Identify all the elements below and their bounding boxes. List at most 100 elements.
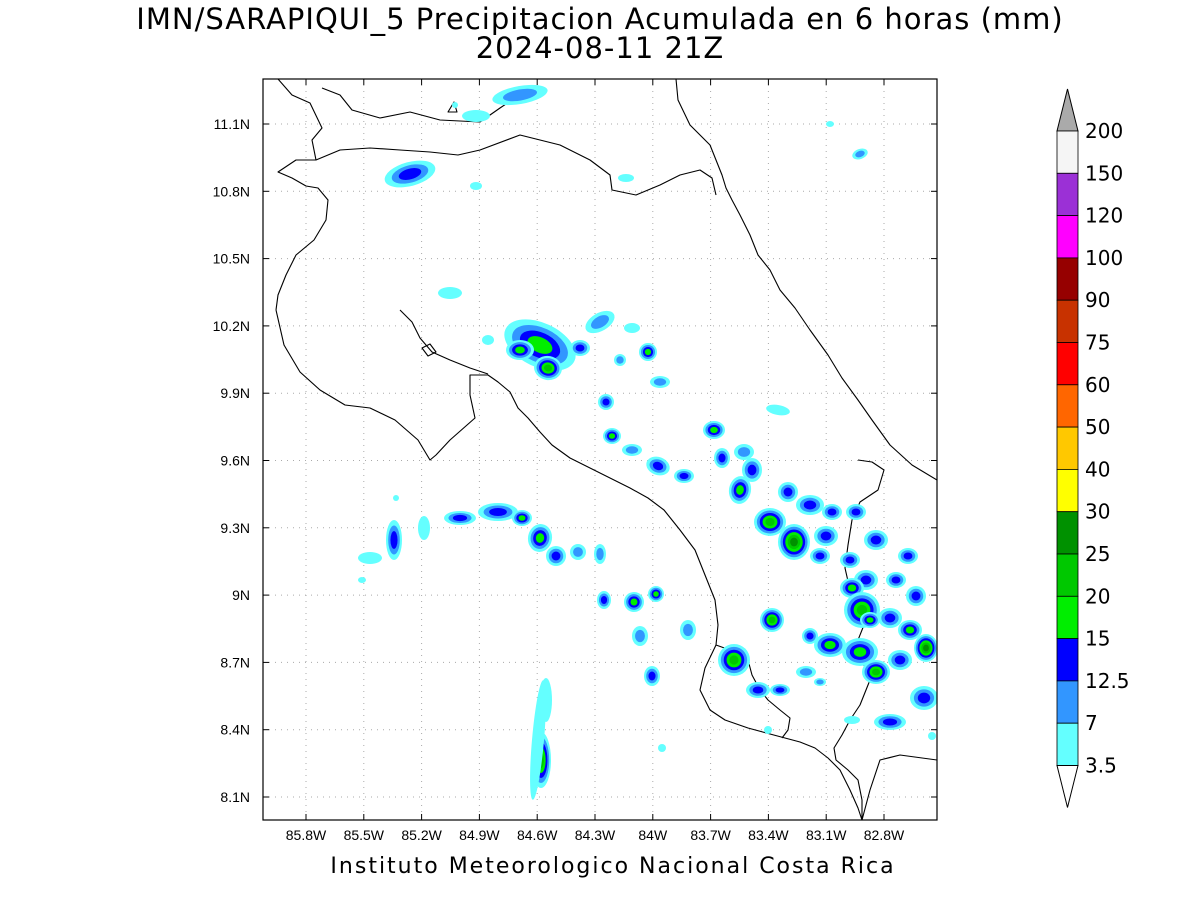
rain-contour-level-1 xyxy=(358,552,382,564)
colorbar-arrow-bottom xyxy=(1056,765,1079,808)
rain-contour-level-3 xyxy=(884,613,896,623)
rain-contour-level-6 xyxy=(790,537,798,547)
x-tick-label: 84W xyxy=(638,827,668,843)
rain-contour-level-5 xyxy=(765,518,775,526)
rain-contour-level-1 xyxy=(418,516,430,540)
colorbar-segment xyxy=(1056,638,1079,682)
y-tick-label: 8.7N xyxy=(220,654,250,670)
rain-contour-level-3 xyxy=(648,671,656,681)
rain-contour-level-1 xyxy=(530,680,546,800)
rain-contour-level-2 xyxy=(573,547,583,557)
rain-contour-level-3 xyxy=(860,575,872,585)
colorbar-label: 25 xyxy=(1085,542,1110,566)
coastline-north xyxy=(275,79,329,311)
colorbar-segment xyxy=(1056,468,1079,513)
rain-contour-level-3 xyxy=(489,508,507,516)
colorbar-segment xyxy=(1056,342,1079,386)
rain-contour-level-3 xyxy=(911,591,921,601)
map-title: IMN/SARAPIQUI_5 Precipitacion Acumulada … xyxy=(136,2,1064,36)
island-chira xyxy=(421,343,437,357)
rain-contour-level-3 xyxy=(903,552,913,560)
rain-contour-level-3 xyxy=(452,514,468,522)
rain-contour-level-1 xyxy=(826,121,834,127)
rain-contour-level-5 xyxy=(768,616,776,624)
rain-contour-level-1 xyxy=(470,182,482,190)
caribbean-coast xyxy=(675,79,937,481)
rain-contour-level-3 xyxy=(827,508,837,516)
x-tick-label: 85.5W xyxy=(344,827,385,843)
colorbar-label: 40 xyxy=(1085,457,1110,481)
colorbar-label: 120 xyxy=(1085,204,1123,228)
rain-contour-level-3 xyxy=(894,655,906,665)
rain-contour-level-3 xyxy=(775,687,785,693)
rain-contour-level-6 xyxy=(923,644,929,652)
colorbar-segment xyxy=(1056,511,1079,555)
rain-contour-level-2 xyxy=(799,668,813,676)
rain-contour-level-2 xyxy=(653,378,667,386)
rain-contour-level-3 xyxy=(870,535,882,545)
colorbar-segment xyxy=(1056,680,1079,724)
colorbar-segment xyxy=(1056,257,1079,301)
y-tick-label: 9.9N xyxy=(220,385,250,401)
rain-contour-level-2 xyxy=(683,623,693,637)
rain-contour-level-4 xyxy=(853,647,867,657)
footer-credit: Instituto Meteorologico Nacional Costa R… xyxy=(330,854,896,879)
rain-contour-level-1 xyxy=(766,404,790,416)
rain-contour-level-4 xyxy=(866,617,874,623)
rain-contour-level-2 xyxy=(816,679,824,685)
rain-contour-level-1 xyxy=(658,744,666,752)
rain-contour-level-3 xyxy=(679,472,689,480)
rain-contour-level-4 xyxy=(630,598,638,606)
rain-contour-level-3 xyxy=(551,551,561,561)
colorbar-segment xyxy=(1056,215,1079,259)
colorbar-segment xyxy=(1056,299,1079,343)
rain-contour-level-1 xyxy=(482,335,494,345)
colorbar-label: 100 xyxy=(1085,246,1123,270)
rain-contour-level-2 xyxy=(503,88,537,102)
rain-contour-level-1 xyxy=(928,732,936,740)
rain-contour-level-3 xyxy=(820,531,832,541)
rain-contour-level-3 xyxy=(390,531,398,549)
longitude-axis: 85.8W 85.5W 85.2W 84.9W 84.6W 84.3W 84W 83.7W 83… xyxy=(286,79,905,843)
y-tick-label: 10.5N xyxy=(213,251,250,267)
x-tick-label: 84.9W xyxy=(459,827,500,843)
y-tick-label: 8.4N xyxy=(220,722,250,738)
rain-contour-level-4 xyxy=(710,426,718,434)
rain-contour-level-2 xyxy=(625,446,639,454)
rain-contour-level-4 xyxy=(905,626,915,634)
x-tick-label: 85.2W xyxy=(401,827,442,843)
rain-contour-level-4 xyxy=(515,346,525,354)
colorbar-segment xyxy=(1056,384,1079,428)
colorbar-label: 12.5 xyxy=(1085,669,1130,693)
rain-contour-level-1 xyxy=(462,110,490,122)
rain-contour-level-4 xyxy=(518,515,526,521)
x-tick-label: 85.8W xyxy=(286,827,327,843)
rain-contour-level-3 xyxy=(882,718,898,726)
rain-contour-level-4 xyxy=(535,533,545,543)
rain-contour-level-4 xyxy=(608,433,616,439)
rain-contour-level-1 xyxy=(393,495,399,501)
colorbar-label: 30 xyxy=(1085,500,1110,524)
colorbar-segment xyxy=(1056,130,1079,174)
rain-contour-level-3 xyxy=(803,500,817,510)
colorbar-label: 200 xyxy=(1085,119,1123,143)
rain-contour-level-1 xyxy=(764,726,772,734)
rain-contour-level-1 xyxy=(358,577,366,583)
rain-contour-level-4 xyxy=(847,584,857,592)
rain-contour-level-4 xyxy=(644,348,652,356)
rain-contour-level-3 xyxy=(806,632,814,640)
colorbar-label: 15 xyxy=(1085,627,1110,651)
map-plot-area xyxy=(262,78,938,821)
x-tick-label: 83.4W xyxy=(748,827,789,843)
rain-contour-level-5 xyxy=(729,655,739,665)
rain-contour-level-3 xyxy=(747,464,757,476)
x-tick-label: 83.1W xyxy=(806,827,847,843)
rain-contour-level-1 xyxy=(844,716,860,724)
rain-contour-level-5 xyxy=(872,668,880,676)
map-background xyxy=(263,79,937,820)
burica-coast xyxy=(861,754,937,820)
rain-contour-level-4 xyxy=(824,640,836,650)
rain-contour-level-5 xyxy=(544,364,552,372)
y-tick-label: 9.3N xyxy=(220,520,250,536)
